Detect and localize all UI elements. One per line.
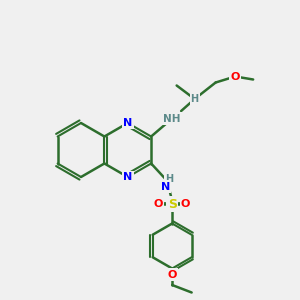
Text: O: O xyxy=(154,199,163,209)
Text: O: O xyxy=(230,71,240,82)
Text: S: S xyxy=(168,197,177,211)
Text: N: N xyxy=(123,172,132,182)
Text: O: O xyxy=(181,199,190,209)
Text: H: H xyxy=(165,173,173,184)
Text: H: H xyxy=(190,94,199,104)
Text: N: N xyxy=(161,182,170,192)
Text: O: O xyxy=(167,269,177,280)
Text: NH: NH xyxy=(164,113,181,124)
Text: N: N xyxy=(123,118,132,128)
